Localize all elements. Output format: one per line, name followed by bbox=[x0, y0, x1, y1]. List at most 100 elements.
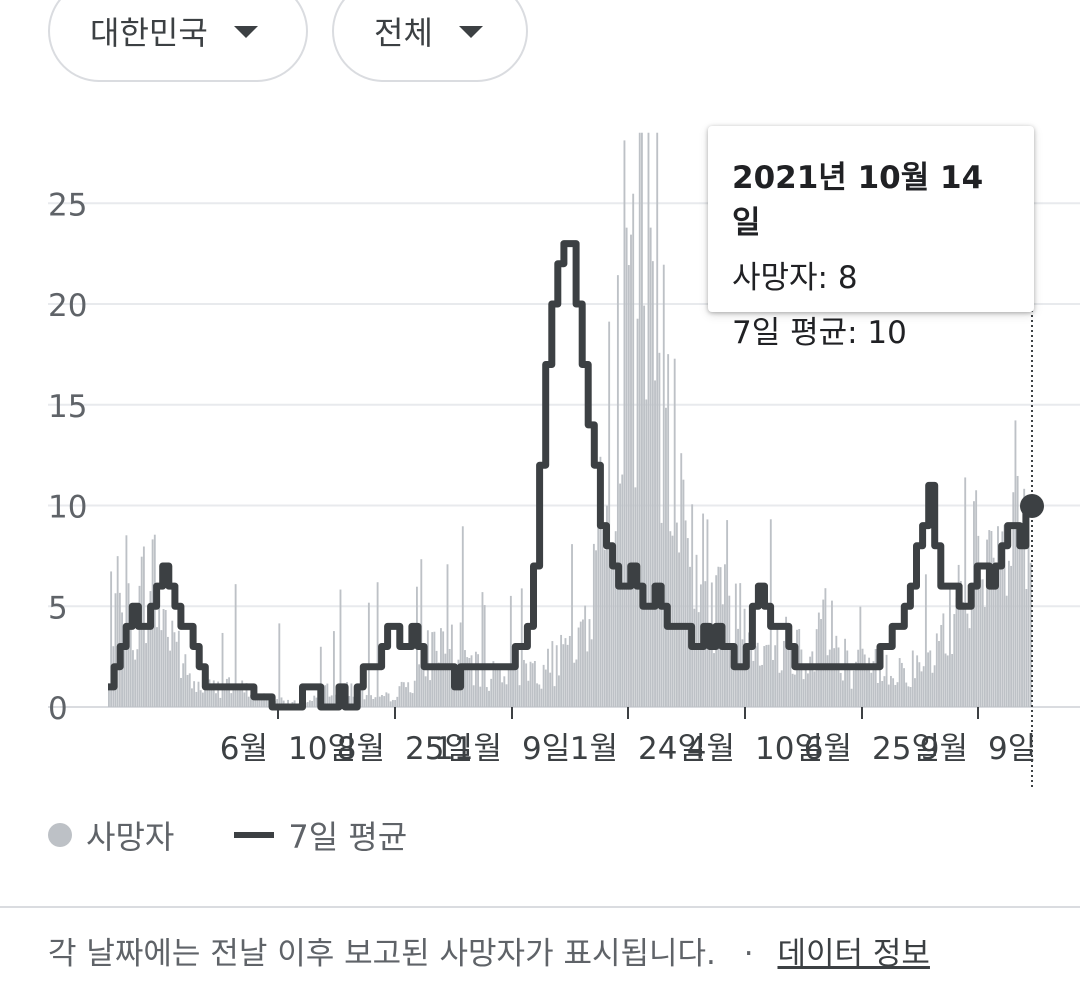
death-bar bbox=[1016, 475, 1019, 707]
death-bar bbox=[857, 649, 860, 707]
death-bar bbox=[774, 645, 777, 707]
region-dropdown-label: 대한민국 bbox=[90, 14, 208, 52]
death-bar bbox=[1023, 488, 1026, 707]
y-tick-label: 25 bbox=[48, 187, 87, 223]
death-bar bbox=[276, 699, 279, 707]
death-bar bbox=[464, 650, 466, 707]
y-axis-labels: 0 5 10 15 20 25 bbox=[48, 187, 87, 727]
chevron-down-icon bbox=[233, 26, 258, 38]
death-bar bbox=[424, 676, 427, 707]
death-bar bbox=[518, 685, 521, 707]
death-bar bbox=[824, 588, 827, 707]
death-bar bbox=[802, 679, 805, 707]
death-bar bbox=[944, 653, 947, 707]
death-bar bbox=[409, 692, 412, 707]
death-bar bbox=[638, 132, 641, 708]
death-bar bbox=[571, 544, 573, 707]
death-bar bbox=[330, 695, 333, 707]
death-bar bbox=[496, 668, 499, 707]
death-bar bbox=[400, 681, 403, 707]
footer-note-row: 각 날짜에는 전날 이후 보고된 사망자가 표시됩니다. · 데이터 정보 bbox=[48, 928, 930, 973]
region-dropdown[interactable]: 대한민국 bbox=[48, 0, 308, 82]
scope-dropdown[interactable]: 전체 bbox=[332, 0, 528, 82]
death-bar bbox=[138, 585, 141, 707]
death-bar bbox=[555, 645, 558, 707]
death-bar bbox=[662, 264, 665, 707]
death-bar bbox=[490, 678, 493, 707]
death-bar bbox=[210, 688, 213, 707]
hover-point[interactable] bbox=[1020, 494, 1044, 518]
death-bar bbox=[258, 699, 261, 707]
death-bar bbox=[156, 627, 158, 707]
death-bar bbox=[566, 644, 569, 707]
death-bar bbox=[247, 696, 250, 707]
x-tick-label: 25일 bbox=[872, 731, 940, 767]
data-info-link[interactable]: 데이터 정보 bbox=[777, 936, 930, 972]
death-bar bbox=[975, 490, 978, 707]
death-bar bbox=[492, 661, 495, 707]
death-bar bbox=[461, 526, 464, 707]
death-bar bbox=[319, 646, 322, 707]
death-bar bbox=[665, 407, 667, 707]
death-bar bbox=[721, 604, 724, 707]
death-bar bbox=[387, 693, 390, 707]
death-bar bbox=[365, 695, 368, 707]
death-bar bbox=[627, 265, 630, 707]
death-bar bbox=[831, 600, 833, 707]
death-bar bbox=[702, 513, 705, 707]
death-bar bbox=[686, 538, 689, 707]
death-bar bbox=[636, 318, 639, 707]
death-bar bbox=[938, 641, 940, 707]
death-bar bbox=[962, 601, 964, 707]
death-bar bbox=[230, 693, 233, 707]
death-bar bbox=[966, 613, 969, 707]
death-bar bbox=[260, 695, 263, 707]
death-bar bbox=[217, 681, 220, 707]
death-bar bbox=[612, 560, 615, 707]
death-bar bbox=[280, 697, 283, 707]
death-bar bbox=[632, 193, 635, 707]
death-bar bbox=[308, 700, 311, 707]
x-tick-label: 4월 bbox=[687, 731, 735, 767]
death-bar bbox=[791, 673, 794, 707]
death-bar bbox=[265, 696, 268, 707]
death-bar bbox=[381, 695, 383, 707]
death-bar bbox=[499, 669, 501, 707]
death-bar bbox=[413, 680, 416, 707]
death-bar bbox=[385, 692, 388, 707]
death-bar bbox=[658, 352, 661, 707]
death-bar bbox=[929, 650, 932, 707]
death-bar bbox=[153, 534, 156, 707]
death-bar bbox=[647, 132, 650, 708]
death-bar bbox=[597, 501, 600, 707]
death-bar bbox=[477, 654, 480, 707]
death-bar bbox=[249, 694, 252, 707]
death-bar bbox=[997, 526, 999, 707]
death-bar bbox=[367, 602, 370, 707]
death-bar bbox=[758, 665, 761, 707]
death-bar bbox=[568, 635, 571, 707]
death-bar bbox=[232, 689, 235, 707]
death-bar bbox=[907, 686, 910, 707]
death-bar bbox=[590, 639, 593, 707]
death-bar bbox=[468, 657, 471, 707]
death-bar bbox=[582, 619, 584, 707]
death-bar bbox=[422, 649, 425, 707]
death-bar bbox=[765, 644, 768, 707]
death-bar bbox=[708, 629, 711, 707]
death-bar bbox=[656, 132, 659, 708]
death-bar bbox=[527, 680, 530, 707]
y-tick-label: 20 bbox=[48, 288, 87, 324]
death-bar bbox=[374, 697, 377, 707]
death-bar bbox=[160, 630, 163, 707]
death-bar bbox=[748, 632, 750, 707]
death-bar bbox=[162, 609, 165, 707]
death-bar bbox=[514, 669, 517, 707]
death-bar bbox=[785, 616, 788, 707]
death-bar bbox=[776, 628, 779, 707]
death-bar bbox=[706, 519, 709, 707]
death-bar bbox=[848, 665, 851, 707]
death-bar bbox=[767, 644, 770, 707]
death-bar bbox=[474, 651, 477, 707]
